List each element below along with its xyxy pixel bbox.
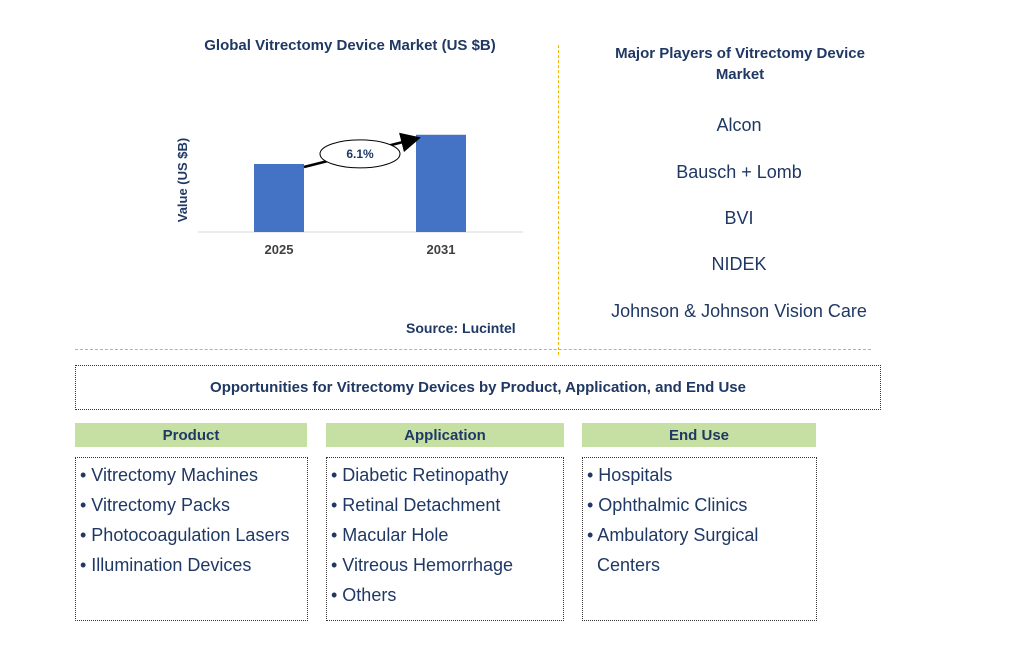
product-header: Product (75, 423, 307, 447)
list-item: • Diabetic Retinopathy (331, 465, 509, 485)
list-item: • Ambulatory Surgical (587, 525, 759, 545)
cagr-label: 6.1% (346, 147, 374, 161)
bar-2025 (254, 164, 304, 232)
bar-chart: Value (US $B) 2025 2031 6.1% (175, 132, 523, 257)
list-item: • Illumination Devices (80, 555, 252, 575)
list-item: • Vitreous Hemorrhage (331, 555, 514, 575)
player-item: Bausch + Lomb (676, 162, 802, 182)
list-item: • Ophthalmic Clinics (587, 495, 748, 515)
player-item: Johnson & Johnson Vision Care (611, 301, 867, 321)
end-use-header: End Use (582, 423, 816, 447)
opportunities-title: Opportunities for Vitrectomy Devices by … (75, 365, 881, 410)
application-list: • Diabetic Retinopathy • Retinal Detachm… (326, 457, 564, 621)
x-tick-label: 2031 (427, 242, 456, 257)
list-item: • Others (331, 585, 397, 605)
x-tick-label: 2025 (265, 242, 294, 257)
horizontal-divider (75, 349, 871, 350)
list-item: • Retinal Detachment (331, 495, 501, 515)
player-item: BVI (724, 208, 754, 228)
chart-title: Global Vitrectomy Device Market (US $B) (204, 37, 496, 54)
player-item: Alcon (716, 115, 762, 135)
product-list: • Vitrectomy Machines • Vitrectomy Packs… (75, 457, 308, 621)
player-item: NIDEK (711, 254, 767, 274)
players-title: Major Players of Vitrectomy Device Marke… (615, 45, 865, 83)
end-use-list: • Hospitals • Ophthalmic Clinics • Ambul… (582, 457, 817, 621)
bar-2031 (416, 134, 466, 232)
cagr-ellipse (319, 139, 401, 169)
list-item: • Photocoagulation Lasers (80, 525, 290, 545)
y-axis-label: Value (US $B) (175, 138, 190, 223)
list-item: • Vitrectomy Packs (80, 495, 231, 515)
list-item: Centers (597, 555, 661, 575)
list-item: • Macular Hole (331, 525, 449, 545)
source-note: Source: Lucintel (406, 320, 516, 336)
list-item: • Vitrectomy Machines (80, 465, 259, 485)
vertical-divider (558, 45, 559, 355)
list-item: • Hospitals (587, 465, 673, 485)
application-header: Application (326, 423, 564, 447)
